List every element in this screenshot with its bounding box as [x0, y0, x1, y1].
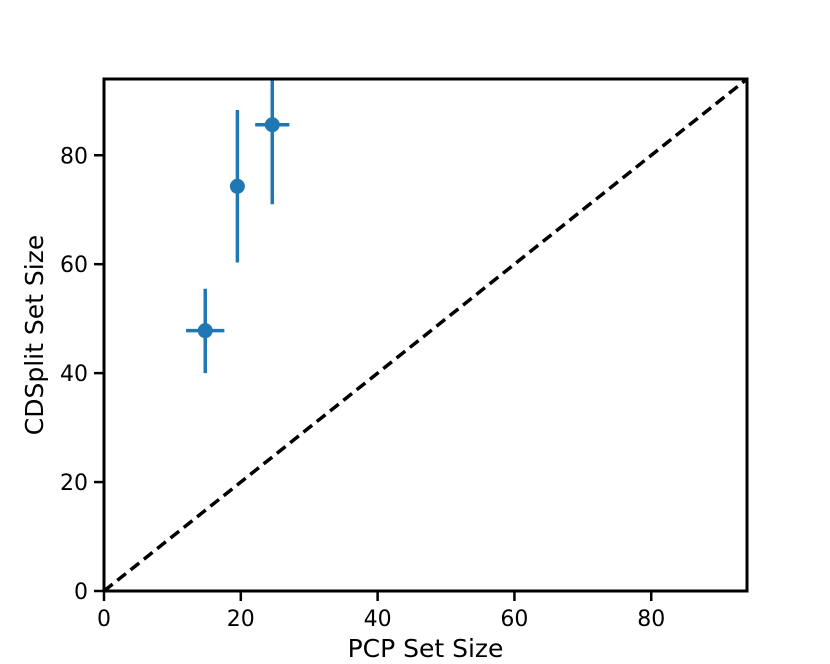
y-tick-label: 40: [60, 362, 88, 387]
x-tick-label: 20: [227, 607, 255, 632]
x-axis-ticks: 0 20 40 60 80: [97, 591, 665, 632]
y-tick-label: 80: [60, 144, 88, 169]
plot-frame: [102, 77, 749, 593]
data-point-1: [186, 288, 225, 374]
y-axis-label: CDSplit Set Size: [20, 235, 49, 435]
y-tick-label: 60: [60, 253, 88, 278]
x-tick-label: 40: [364, 607, 392, 632]
data-marks: [186, 79, 290, 374]
data-point-2: [229, 110, 245, 263]
point-marker: [197, 323, 213, 339]
y-tick-label: 20: [60, 471, 88, 496]
x-axis-label: PCP Set Size: [348, 634, 504, 663]
x-tick-label: 0: [97, 607, 111, 632]
point-marker: [229, 178, 245, 194]
data-point-3: [255, 79, 290, 205]
point-marker: [264, 117, 280, 133]
y-tick-label: 0: [74, 580, 88, 605]
x-tick-label: 80: [637, 607, 665, 632]
y-axis-ticks: 0 20 40 60 80: [60, 144, 104, 605]
x-tick-label: 60: [500, 607, 528, 632]
plot-area: [104, 79, 747, 591]
reference-diagonal-line: [104, 79, 747, 591]
